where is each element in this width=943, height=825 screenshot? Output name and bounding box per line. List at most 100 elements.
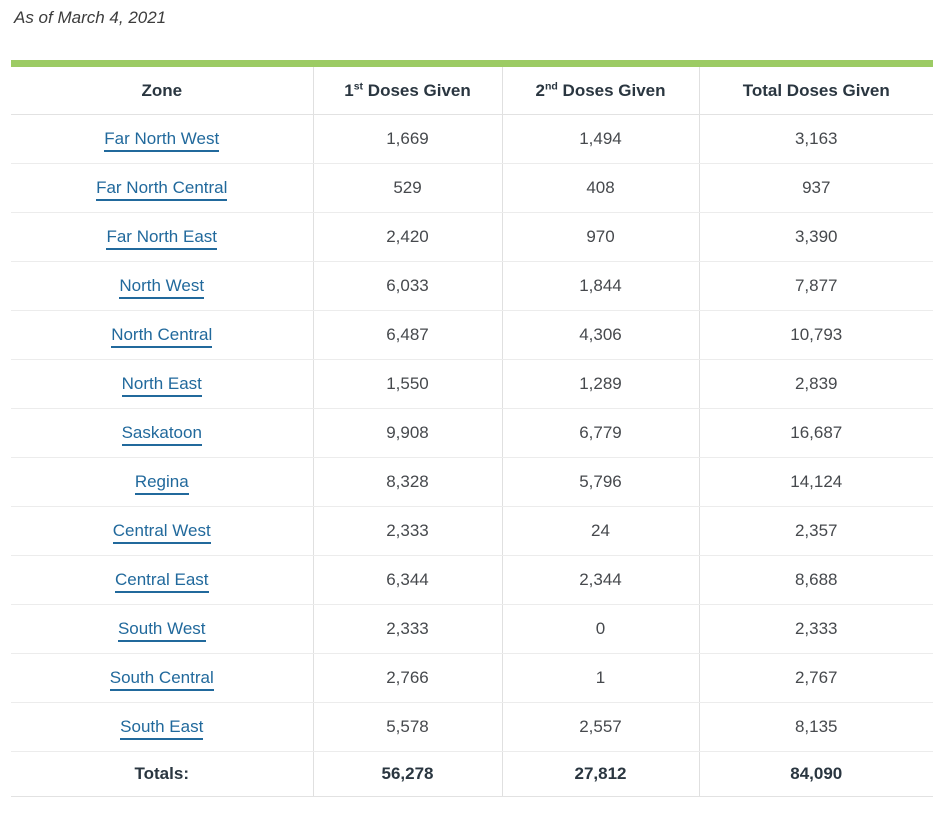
col-header-zone: Zone — [11, 63, 313, 115]
zone-link[interactable]: Central West — [112, 521, 211, 544]
first-doses-cell: 2,420 — [312, 212, 502, 262]
totals-total-doses: 84,090 — [698, 751, 933, 797]
zone-link[interactable]: Saskatoon — [121, 423, 202, 446]
total-doses-cell: 7,877 — [698, 261, 933, 311]
zone-link[interactable]: South Central — [109, 668, 214, 691]
second-doses-cell: 1,844 — [501, 261, 699, 311]
zone-cell: Far North West — [11, 114, 313, 164]
as-of-date-label: As of March 4, 2021 — [14, 8, 167, 27]
total-doses-cell: 8,135 — [698, 702, 933, 752]
second-doses-cell: 24 — [501, 506, 699, 556]
table-row: Far North West 1,669 1,494 3,163 — [11, 114, 933, 164]
col-header-total-doses: Total Doses Given — [698, 63, 933, 115]
second-doses-cell: 6,779 — [501, 408, 699, 458]
totals-second-doses: 27,812 — [501, 751, 699, 797]
first-doses-cell: 2,333 — [312, 604, 502, 654]
first-doses-cell: 2,766 — [312, 653, 502, 703]
totals-label: Totals: — [11, 751, 313, 797]
first-doses-cell: 9,908 — [312, 408, 502, 458]
zone-link[interactable]: North East — [121, 374, 202, 397]
table-row: South West 2,333 0 2,333 — [11, 604, 933, 654]
col-header-second-doses: 2nd Doses Given — [501, 63, 699, 115]
page: As of March 4, 2021 Zone 1st Doses Given… — [0, 7, 943, 825]
first-doses-cell: 529 — [312, 163, 502, 213]
first-doses-cell: 6,344 — [312, 555, 502, 605]
first-doses-cell: 5,578 — [312, 702, 502, 752]
second-doses-ordinal: nd — [544, 79, 558, 92]
table-row: North West 6,033 1,844 7,877 — [11, 261, 933, 311]
table-row: South Central 2,766 1 2,767 — [11, 653, 933, 703]
second-doses-cell: 408 — [501, 163, 699, 213]
zone-cell: North West — [11, 261, 313, 311]
total-doses-cell: 2,333 — [698, 604, 933, 654]
table-row: South East 5,578 2,557 8,135 — [11, 702, 933, 752]
zone-cell: North East — [11, 359, 313, 409]
second-doses-cell: 970 — [501, 212, 699, 262]
table-row: Far North East 2,420 970 3,390 — [11, 212, 933, 262]
total-doses-cell: 3,390 — [698, 212, 933, 262]
first-doses-ordinal: st — [353, 79, 364, 92]
first-doses-cell: 6,033 — [312, 261, 502, 311]
second-doses-cell: 4,306 — [501, 310, 699, 360]
zone-cell: Central East — [11, 555, 313, 605]
first-doses-text: Doses Given — [363, 80, 471, 100]
total-doses-cell: 14,124 — [698, 457, 933, 507]
col-header-total-label: Total Doses Given — [742, 80, 890, 100]
second-doses-text: Doses Given — [557, 80, 666, 100]
zone-link[interactable]: South East — [120, 717, 204, 740]
doses-table: Zone 1st Doses Given 2nd Doses Given Tot… — [11, 60, 933, 797]
first-doses-cell: 2,333 — [312, 506, 502, 556]
table-header: Zone 1st Doses Given 2nd Doses Given Tot… — [11, 63, 933, 115]
col-header-zone-label: Zone — [141, 80, 183, 100]
table-row: Regina 8,328 5,796 14,124 — [11, 457, 933, 507]
header-row: Zone 1st Doses Given 2nd Doses Given Tot… — [11, 63, 933, 115]
second-doses-cell: 1,289 — [501, 359, 699, 409]
table-row: Far North Central 529 408 937 — [11, 163, 933, 213]
totals-first-doses: 56,278 — [312, 751, 502, 797]
zone-link[interactable]: Regina — [134, 472, 189, 495]
second-doses-cell: 1 — [501, 653, 699, 703]
zone-link[interactable]: Far North East — [106, 227, 218, 250]
col-header-first-doses: 1st Doses Given — [312, 63, 502, 115]
second-doses-cell: 0 — [501, 604, 699, 654]
first-doses-cell: 1,669 — [312, 114, 502, 164]
table-body: Far North West 1,669 1,494 3,163 Far Nor… — [11, 114, 933, 797]
zone-link[interactable]: North Central — [111, 325, 213, 348]
second-doses-cell: 1,494 — [501, 114, 699, 164]
table-row: North East 1,550 1,289 2,839 — [11, 359, 933, 409]
total-doses-cell: 2,839 — [698, 359, 933, 409]
first-doses-cell: 1,550 — [312, 359, 502, 409]
first-doses-number: 1 — [344, 80, 354, 100]
zone-link[interactable]: North West — [119, 276, 205, 299]
zone-link[interactable]: Far North Central — [96, 178, 228, 201]
zone-cell: Central West — [11, 506, 313, 556]
first-doses-cell: 8,328 — [312, 457, 502, 507]
total-doses-cell: 8,688 — [698, 555, 933, 605]
table-row: Saskatoon 9,908 6,779 16,687 — [11, 408, 933, 458]
total-doses-cell: 937 — [698, 163, 933, 213]
second-doses-number: 2 — [535, 80, 545, 100]
zone-cell: Far North East — [11, 212, 313, 262]
total-doses-cell: 3,163 — [698, 114, 933, 164]
zone-cell: South Central — [11, 653, 313, 703]
first-doses-cell: 6,487 — [312, 310, 502, 360]
table-row: Central West 2,333 24 2,357 — [11, 506, 933, 556]
zone-cell: South East — [11, 702, 313, 752]
zone-link[interactable]: Central East — [114, 570, 209, 593]
total-doses-cell: 10,793 — [698, 310, 933, 360]
zone-link[interactable]: Far North West — [104, 129, 220, 152]
table-row: Central East 6,344 2,344 8,688 — [11, 555, 933, 605]
second-doses-cell: 2,344 — [501, 555, 699, 605]
total-doses-cell: 2,767 — [698, 653, 933, 703]
totals-row: Totals: 56,278 27,812 84,090 — [11, 751, 933, 797]
second-doses-cell: 5,796 — [501, 457, 699, 507]
zone-cell: South West — [11, 604, 313, 654]
zone-cell: Regina — [11, 457, 313, 507]
zone-link[interactable]: South West — [117, 619, 206, 642]
zone-cell: North Central — [11, 310, 313, 360]
second-doses-cell: 2,557 — [501, 702, 699, 752]
total-doses-cell: 16,687 — [698, 408, 933, 458]
zone-cell: Saskatoon — [11, 408, 313, 458]
zone-cell: Far North Central — [11, 163, 313, 213]
table-row: North Central 6,487 4,306 10,793 — [11, 310, 933, 360]
